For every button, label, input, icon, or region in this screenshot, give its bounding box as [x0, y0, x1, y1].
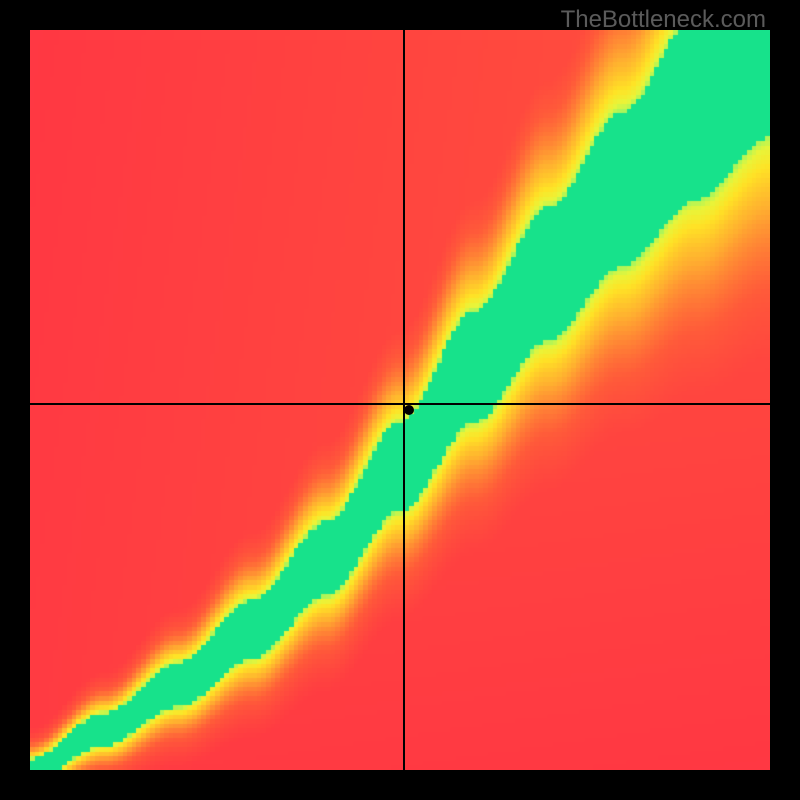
heatmap-plot	[30, 30, 770, 770]
crosshair-horizontal	[30, 403, 770, 405]
heatmap-canvas	[30, 30, 770, 770]
crosshair-vertical	[403, 30, 405, 770]
crosshair-marker	[404, 405, 414, 415]
watermark-text: TheBottleneck.com	[561, 6, 766, 34]
